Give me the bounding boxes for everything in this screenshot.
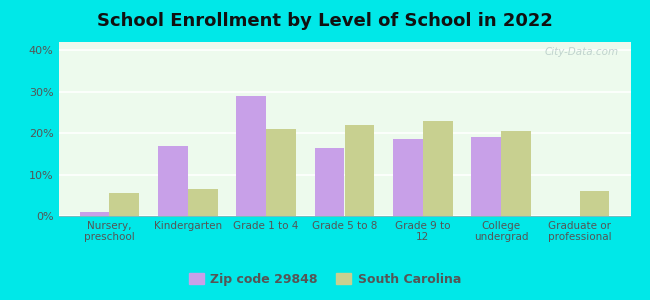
Bar: [109, 193, 139, 216]
Bar: [266, 129, 296, 216]
Bar: [423, 121, 452, 216]
Text: School Enrollment by Level of School in 2022: School Enrollment by Level of School in …: [97, 12, 553, 30]
Text: City-Data.com: City-Data.com: [545, 47, 619, 57]
Bar: [580, 191, 609, 216]
Bar: [393, 140, 423, 216]
Bar: [237, 96, 266, 216]
Bar: [471, 137, 501, 216]
Bar: [315, 148, 344, 216]
Bar: [188, 189, 218, 216]
Bar: [158, 146, 188, 216]
Bar: [501, 131, 531, 216]
Bar: [80, 212, 109, 216]
Bar: [344, 125, 374, 216]
Legend: Zip code 29848, South Carolina: Zip code 29848, South Carolina: [184, 268, 466, 291]
